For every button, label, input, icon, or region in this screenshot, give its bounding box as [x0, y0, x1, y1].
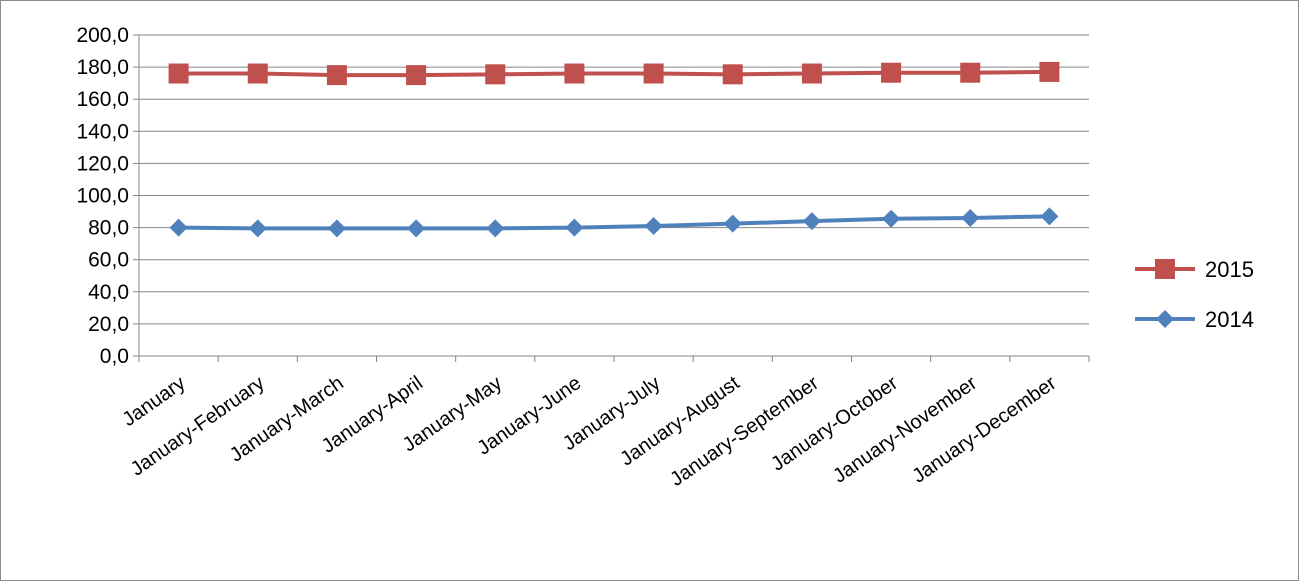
legend-item-2015: 2015 — [1135, 257, 1254, 282]
data-series — [168, 61, 1060, 238]
y-tick-label: 200,0 — [76, 24, 129, 47]
axes — [133, 34, 1090, 362]
data-point-marker — [565, 218, 584, 237]
data-point-marker — [644, 216, 663, 235]
legend-item-2014: 2014 — [1135, 307, 1254, 332]
data-point-marker — [1156, 310, 1174, 328]
data-point-marker — [961, 208, 980, 227]
data-point-marker — [486, 219, 505, 238]
data-point-marker — [722, 64, 743, 85]
data-point-marker — [960, 62, 981, 83]
data-point-marker — [169, 218, 188, 237]
y-tick-label: 0,0 — [100, 345, 129, 368]
data-point-marker — [326, 65, 347, 86]
x-category-label: January — [119, 372, 190, 431]
series-2015 — [168, 61, 1060, 86]
y-tick-label: 80,0 — [88, 217, 129, 240]
y-tick-label: 160,0 — [76, 88, 129, 111]
data-point-marker — [564, 63, 585, 84]
data-point-marker — [1155, 259, 1175, 279]
data-point-marker — [1039, 61, 1060, 82]
data-point-marker — [327, 219, 346, 238]
data-point-marker — [406, 65, 427, 86]
y-tick-label: 60,0 — [88, 249, 129, 272]
data-point-marker — [407, 219, 426, 238]
x-axis-category-labels: JanuaryJanuary-FebruaryJanuary-MarchJanu… — [119, 372, 1061, 491]
data-point-marker — [168, 63, 189, 84]
data-point-marker — [643, 63, 664, 84]
data-point-marker — [802, 212, 821, 231]
x-category-label: January-September — [666, 372, 823, 491]
gridlines — [139, 34, 1089, 325]
y-tick-label: 180,0 — [76, 56, 129, 79]
data-point-marker — [247, 63, 268, 84]
legend: 2015 2014 — [1135, 257, 1254, 332]
data-point-marker — [1040, 207, 1059, 226]
legend-label: 2014 — [1205, 307, 1254, 332]
data-point-marker — [881, 62, 902, 83]
legend-label: 2015 — [1205, 257, 1254, 282]
series-2014 — [169, 207, 1059, 238]
y-tick-label: 100,0 — [76, 185, 129, 208]
y-tick-label: 120,0 — [76, 152, 129, 175]
data-point-marker — [801, 63, 822, 84]
data-point-marker — [882, 209, 901, 228]
series-line — [178, 69, 1050, 78]
y-tick-label: 40,0 — [88, 281, 129, 304]
y-tick-label: 140,0 — [76, 120, 129, 143]
series-line — [178, 214, 1050, 231]
x-category-label: January-February — [127, 372, 269, 481]
y-tick-label: 20,0 — [88, 313, 129, 336]
data-point-marker — [248, 219, 267, 238]
data-point-marker — [723, 214, 742, 233]
y-axis-tick-labels: 0,0 20,0 40,0 60,0 80,0 100,0 120,0 140,0 160,0 1… — [76, 24, 129, 368]
data-point-marker — [485, 64, 506, 85]
x-category-label: January-November — [829, 372, 981, 488]
x-category-label: January-December — [908, 372, 1060, 488]
